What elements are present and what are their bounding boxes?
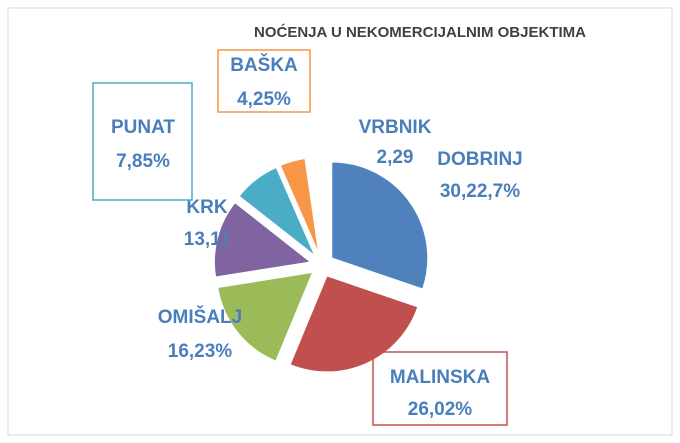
- pie-slice: [217, 271, 314, 362]
- value-label: 30,22,7%: [440, 181, 520, 202]
- label-box: [217, 49, 311, 113]
- category-label: OMIŠALJ: [158, 306, 242, 328]
- category-label: KRK: [186, 197, 227, 218]
- category-label: DOBRINJ: [437, 149, 523, 170]
- pie-slice: [306, 156, 322, 254]
- value-label: 13,11: [184, 229, 231, 250]
- value-label: 4,25%: [237, 89, 291, 110]
- value-label: 26,02%: [408, 399, 473, 420]
- label-box: [372, 351, 508, 426]
- value-label: 7,85%: [116, 151, 170, 172]
- pie-slice: [279, 157, 320, 254]
- label-box: [92, 82, 193, 201]
- pie-slice: [331, 161, 429, 290]
- pie-slice: [238, 166, 316, 256]
- pie-slice: [213, 201, 312, 278]
- value-label: 2,29: [377, 147, 414, 168]
- pie-slice: [289, 275, 419, 373]
- value-label: 16,23%: [168, 341, 233, 362]
- category-label: PUNAT: [111, 117, 175, 138]
- category-label: BAŠKA: [230, 54, 298, 76]
- category-label: MALINSKA: [390, 367, 491, 388]
- chart-title: NOĆENJA U NEKOMERCIJALNIM OBJEKTIMA: [254, 23, 586, 41]
- category-label: VRBNIK: [359, 117, 432, 138]
